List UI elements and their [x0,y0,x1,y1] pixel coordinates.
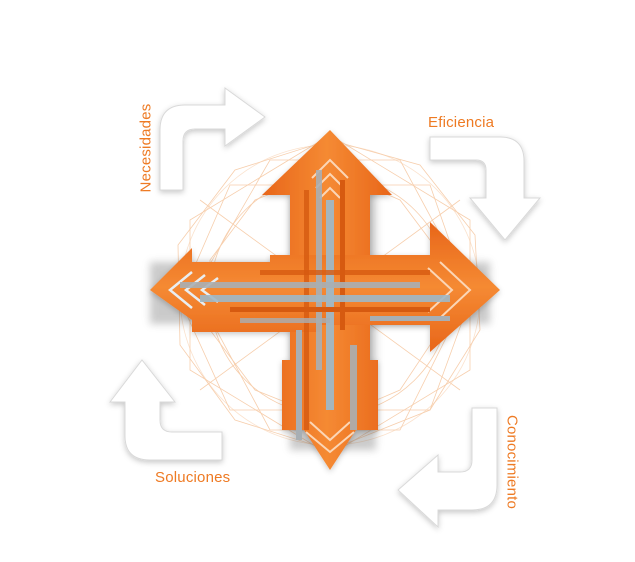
curved-arrow-top-left-icon [159,87,266,191]
label-conocimiento: Conocimiento [503,414,521,510]
curved-arrow-bottom-left-icon [108,359,223,461]
curved-arrow-top-right-icon [429,136,542,241]
chevron-down-details [305,421,355,454]
label-necesidades: Necesidades [137,103,155,193]
label-soluciones: Soluciones [155,469,231,486]
chevron-right-details [427,261,472,319]
label-eficiencia: Eficiencia [428,114,495,131]
layered-bars [180,170,450,440]
curved-arrow-bottom-right-icon [397,407,498,529]
